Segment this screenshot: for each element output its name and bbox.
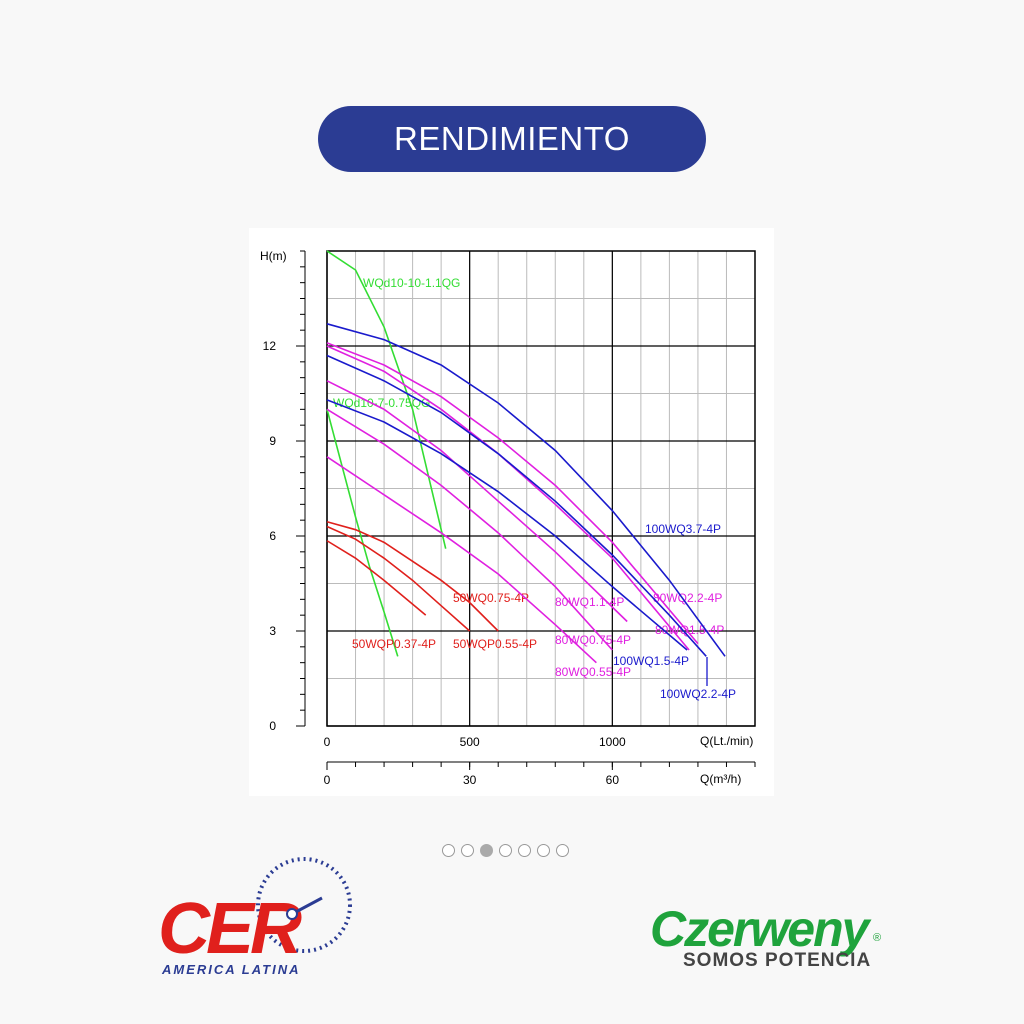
czerweny-name: Czerweny — [650, 901, 872, 957]
curve-label: 80WQ2.2-4P — [653, 591, 722, 605]
curve-label: 80WQ0.55-4P — [555, 665, 631, 679]
pump-curve — [326, 520, 499, 632]
curve-label: 80WQ1.5-4P — [655, 623, 724, 637]
x-tick-label: 1000 — [599, 735, 626, 749]
pump-curve — [326, 354, 707, 657]
carousel-dot[interactable] — [556, 844, 569, 857]
x-tick-label: 500 — [460, 735, 480, 749]
x-axis-label: Q(Lt./min) — [700, 734, 753, 748]
curve-label: 80WQ0.75-4P — [555, 633, 631, 647]
pump-curve — [326, 456, 597, 664]
czerweny-logo: Czerweny ® SOMOS POTENCIA — [650, 901, 881, 971]
pump-curve — [326, 342, 699, 645]
pump-curve — [326, 323, 726, 657]
pump-curve — [326, 408, 613, 651]
curve-label: 50WQP0.37-4P — [352, 637, 436, 651]
y-tick-label: 12 — [263, 339, 277, 353]
clock-pin — [286, 908, 298, 920]
x-tick-label: 0 — [324, 735, 331, 749]
carousel-dot[interactable] — [518, 844, 531, 857]
curve-label: 80WQ1.1-4P — [555, 595, 624, 609]
y-tick-label: 3 — [269, 624, 276, 638]
y-tick-label: 6 — [269, 529, 276, 543]
x2-axis-label: Q(m³/h) — [700, 772, 741, 786]
carousel-dots — [442, 844, 569, 857]
curve-label: 100WQ1.5-4P — [613, 654, 689, 668]
cer-logo: CER AMERICA LATINA — [158, 857, 352, 977]
pump-curve — [326, 540, 427, 616]
registered-mark: ® — [873, 932, 881, 944]
curve-label: 50WQP0.55-4P — [453, 637, 537, 651]
carousel-dot[interactable] — [442, 844, 455, 857]
carousel-dot[interactable] — [499, 844, 512, 857]
curve-label: WQd10-10-1.1QG — [363, 276, 460, 290]
czerweny-slogan: SOMOS POTENCIA — [683, 950, 871, 971]
pump-curve — [326, 409, 399, 657]
x2-tick-label: 0 — [324, 773, 331, 787]
pump-curve — [326, 399, 688, 651]
carousel-dot[interactable] — [537, 844, 550, 857]
pump-curve — [326, 250, 447, 549]
x2-tick-label: 30 — [463, 773, 477, 787]
carousel-dot[interactable] — [480, 844, 493, 857]
y-axis-label: H(m) — [260, 249, 287, 263]
curve-label: 100WQ2.2-4P — [660, 687, 736, 701]
y-tick-label: 0 — [269, 719, 276, 733]
section-title: RENDIMIENTO — [318, 106, 706, 172]
cer-name: CER — [158, 889, 302, 969]
curve-label: WQd10-7-0.75QG — [333, 396, 430, 410]
carousel-dot[interactable] — [461, 844, 474, 857]
pump-curve — [326, 380, 628, 623]
curve-label: 50WQ0.75-4P — [453, 591, 529, 605]
clock-ring — [256, 857, 352, 953]
curve-label: 100WQ3.7-4P — [645, 522, 721, 536]
x2-tick-label: 60 — [606, 773, 620, 787]
y-tick-label: 9 — [269, 434, 276, 448]
cer-subtitle: AMERICA LATINA — [161, 962, 301, 977]
pump-curve — [326, 525, 471, 632]
